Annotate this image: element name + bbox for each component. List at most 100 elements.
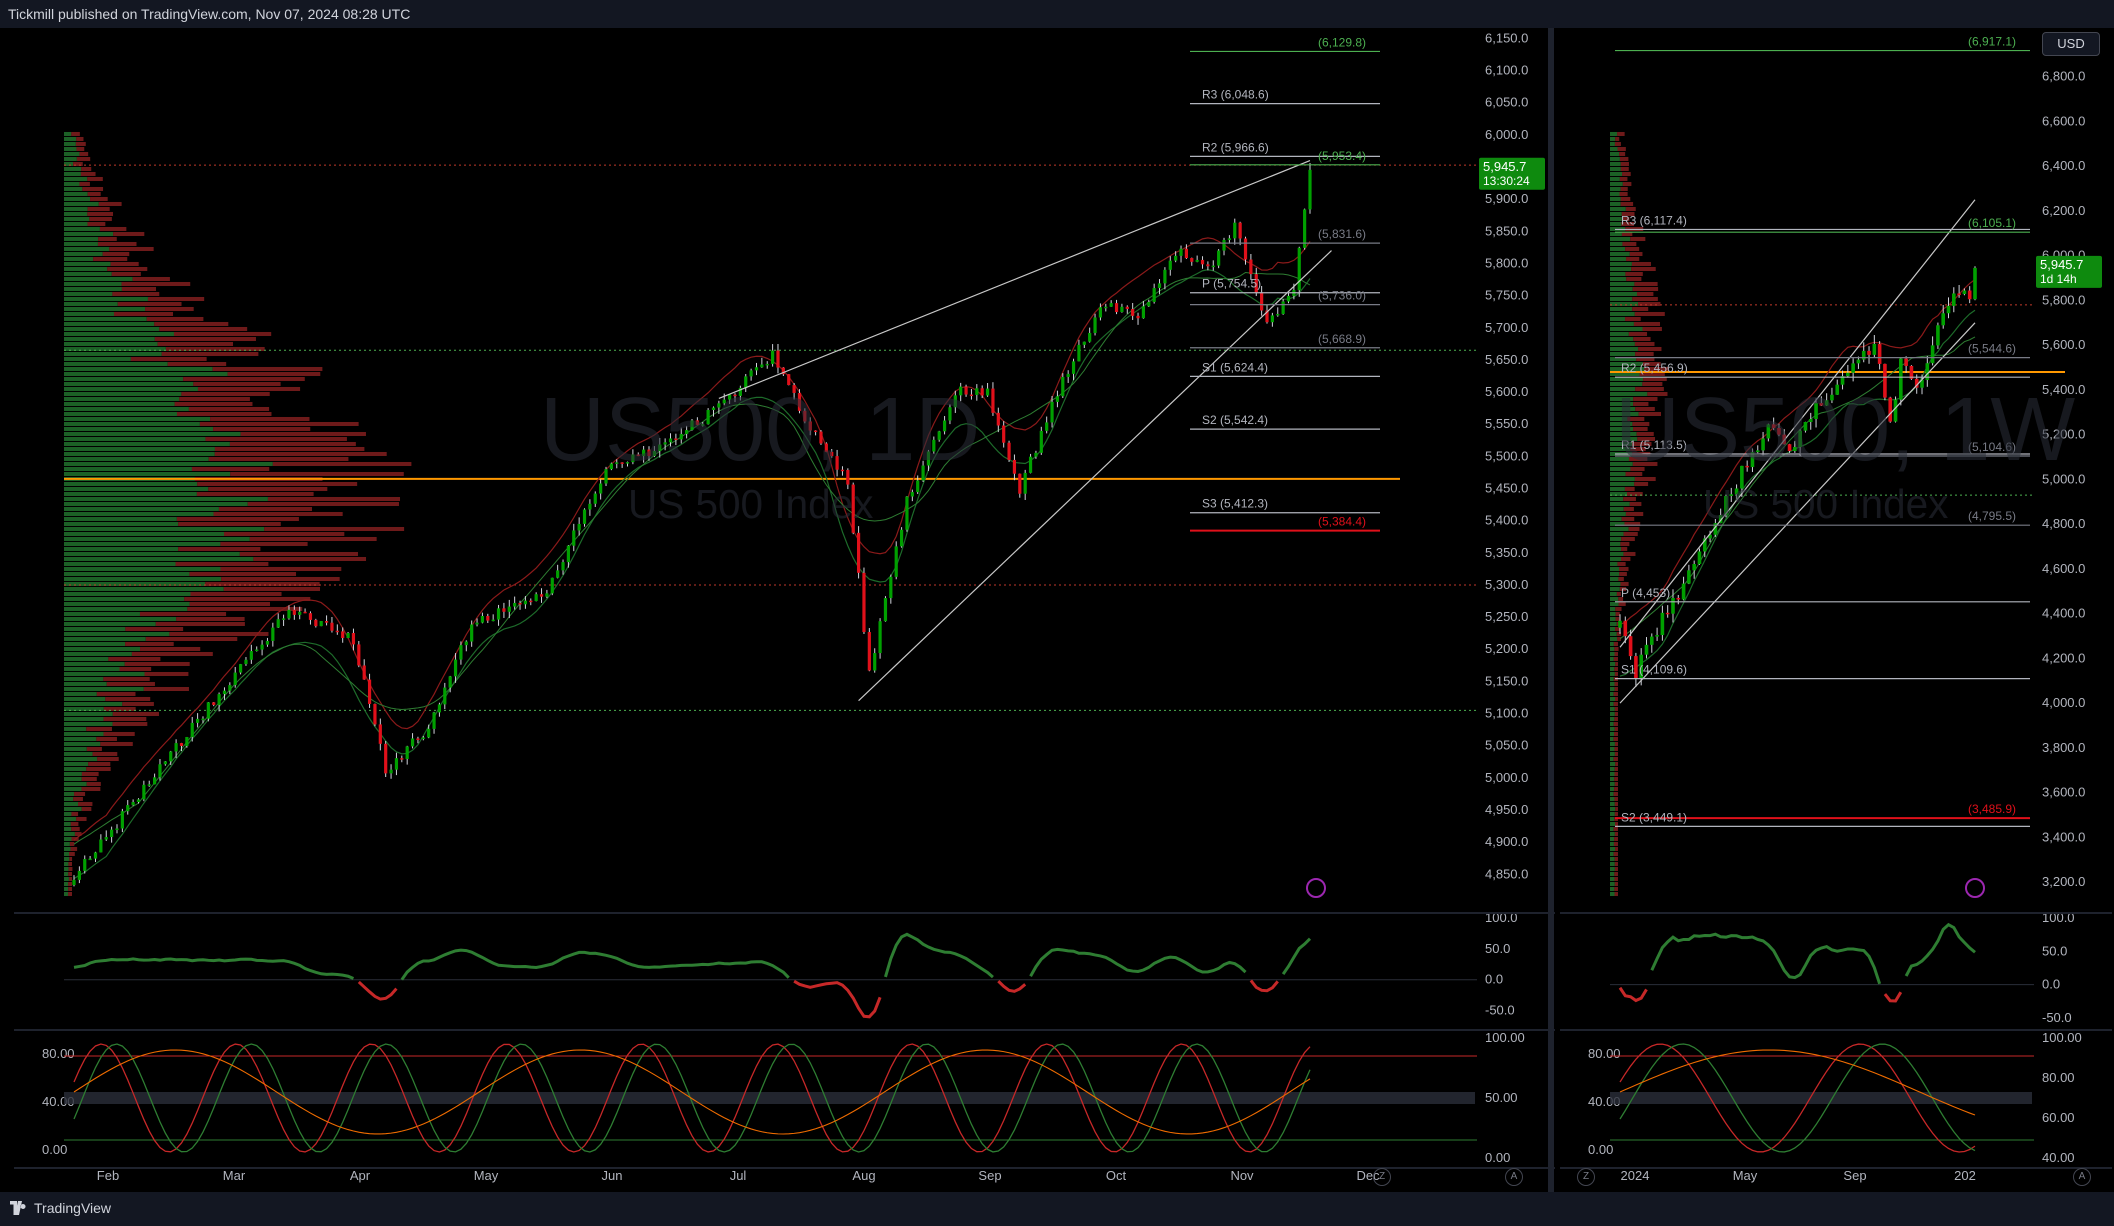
candle-down xyxy=(1184,248,1188,259)
volume-bar-up xyxy=(64,637,146,641)
candle-up xyxy=(1077,344,1081,362)
candle-up xyxy=(937,431,941,440)
volume-bar-down xyxy=(1614,857,1618,861)
volume-bar-down xyxy=(125,627,184,631)
volume-bar-down xyxy=(1632,422,1650,426)
stoch-k-line xyxy=(1619,1043,1976,1153)
volume-bar-up xyxy=(1610,217,1622,221)
candle-up xyxy=(932,439,936,452)
candle-up xyxy=(765,363,769,366)
candle-up xyxy=(126,805,130,812)
candle-up xyxy=(1962,290,1967,295)
volume-bar-up xyxy=(1610,247,1626,251)
candle-up xyxy=(572,530,576,546)
zoom-reset-button-weekly[interactable]: Z xyxy=(1577,1168,1595,1186)
volume-bar-down xyxy=(1619,587,1627,591)
volume-bar-down xyxy=(1614,667,1618,671)
volume-bar-down xyxy=(1632,307,1649,311)
candle-up xyxy=(948,407,952,421)
oscillator-tick-label: 0.0 xyxy=(1485,972,1503,987)
candle-up xyxy=(1088,332,1092,342)
volume-bar-down xyxy=(1615,137,1620,141)
auto-scale-button-weekly[interactable]: A xyxy=(2073,1168,2091,1186)
volume-bar-down xyxy=(1614,682,1618,686)
candle-up xyxy=(491,619,495,622)
volume-bar-down xyxy=(1614,732,1618,736)
candle-up xyxy=(394,758,399,770)
volume-bar-down xyxy=(113,232,145,236)
candle-up xyxy=(185,737,189,746)
volume-bar-down xyxy=(144,672,189,676)
price-tick-label: 4,000.0 xyxy=(2042,695,2085,710)
candle-down xyxy=(792,385,796,393)
candle-down xyxy=(384,743,388,774)
currency-button[interactable]: USD xyxy=(2042,32,2100,56)
candle-down xyxy=(1914,378,1919,388)
volume-bar-down xyxy=(1634,482,1649,486)
volume-bar-down xyxy=(1614,142,1621,146)
volume-bar-up xyxy=(1610,727,1615,731)
candle-up xyxy=(1055,396,1060,402)
candle-up xyxy=(507,606,511,612)
tradingview-brand[interactable]: TradingView xyxy=(10,1200,111,1216)
volume-bar-up xyxy=(64,417,211,421)
volume-bar-down xyxy=(1625,472,1643,476)
candle-down xyxy=(1745,465,1749,468)
volume-bar-up xyxy=(64,217,90,221)
price-tick-label: 4,900.0 xyxy=(1485,834,1528,849)
volume-bar-down xyxy=(1621,557,1631,561)
volume-bar-up xyxy=(1610,812,1615,816)
price-tick-label: 5,400.0 xyxy=(2042,382,2085,397)
volume-bar-down xyxy=(71,132,80,136)
volume-bar-up xyxy=(1610,682,1615,686)
zoom-reset-button-daily[interactable]: Z xyxy=(1373,1168,1391,1186)
candle-down xyxy=(1007,442,1011,460)
candle-down xyxy=(324,621,329,623)
candle-up xyxy=(959,386,963,396)
volume-bar-up xyxy=(1610,287,1633,291)
volume-bar-up xyxy=(1610,892,1615,896)
volume-bar-down xyxy=(81,807,92,811)
volume-bar-down xyxy=(214,452,387,456)
candle-up xyxy=(744,376,748,388)
candle-up xyxy=(690,420,694,431)
volume-bar-down xyxy=(145,637,238,641)
volume-bar-down xyxy=(1622,242,1637,246)
price-tick-label: 3,200.0 xyxy=(2042,874,2085,889)
volume-bar-down xyxy=(189,602,270,606)
date-tick-label: Aug xyxy=(852,1168,875,1183)
volume-bar-up xyxy=(64,627,126,631)
candle-up xyxy=(201,718,205,721)
auto-scale-button-daily[interactable]: A xyxy=(1505,1168,1523,1186)
candle-up xyxy=(265,640,270,645)
price-tick-label: 5,200.0 xyxy=(2042,427,2085,442)
candle-down xyxy=(416,738,420,740)
price-tick-label: 4,850.0 xyxy=(1485,866,1528,881)
candle-up xyxy=(1644,644,1649,655)
volume-bar-down xyxy=(1614,752,1618,756)
volume-bar-down xyxy=(73,162,83,166)
volume-bar-up xyxy=(64,642,126,646)
volume-bar-down xyxy=(1647,392,1668,396)
chart-canvas[interactable]: 6,150.06,100.06,050.06,000.05,950.05,900… xyxy=(0,28,2114,1192)
volume-bar-down xyxy=(1625,272,1643,276)
volume-bar-down xyxy=(78,802,93,806)
volume-bar-down xyxy=(1632,297,1658,301)
candle-up xyxy=(878,621,882,654)
volume-bar-up xyxy=(1610,537,1622,541)
candle-down xyxy=(814,430,818,433)
volume-bar-up xyxy=(64,772,82,776)
candle-down xyxy=(330,622,334,631)
volume-bar-down xyxy=(1617,132,1625,136)
candle-up xyxy=(711,407,716,410)
candle-up xyxy=(577,523,581,531)
volume-bar-up xyxy=(1610,747,1615,751)
volume-bar-down xyxy=(218,507,312,511)
volume-bar-up xyxy=(1610,547,1622,551)
candle-up xyxy=(685,430,689,434)
volume-bar-up xyxy=(64,697,106,701)
volume-bar-down xyxy=(1627,492,1643,496)
volume-bar-down xyxy=(68,882,72,886)
price-tick-label: 5,250.0 xyxy=(1485,609,1528,624)
volume-bar-down xyxy=(1629,252,1643,256)
